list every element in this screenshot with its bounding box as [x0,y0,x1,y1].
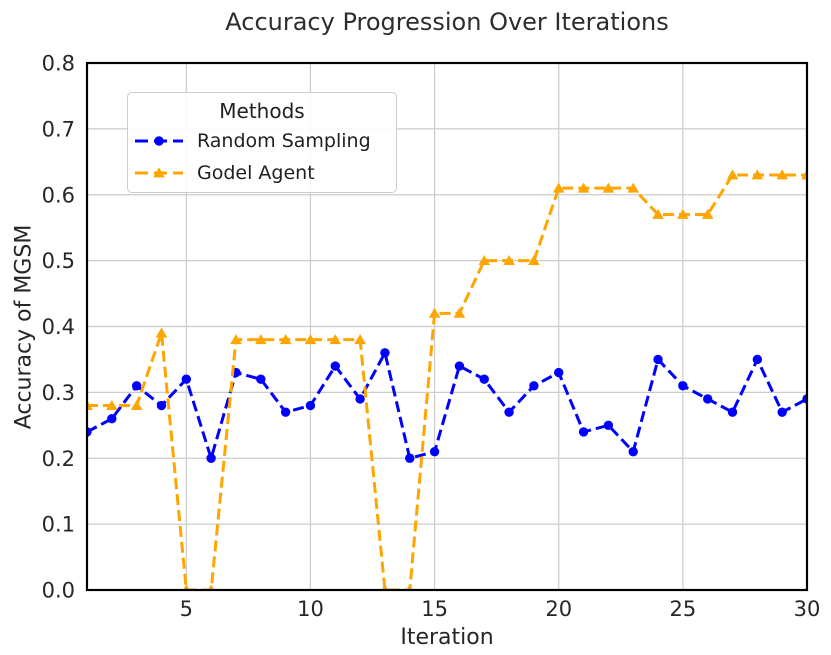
chart-title: Accuracy Progression Over Iterations [225,8,669,36]
line-circle-swatch-icon [135,136,183,146]
legend: Methods Random Sampling Godel Agent [127,92,397,193]
x-tick-label: 5 [180,597,193,621]
x-tick-label: 20 [545,597,572,621]
y-tick-label: 0.1 [42,513,75,537]
legend-item-label: Random Sampling [197,130,371,152]
line-triangle-swatch-icon [135,167,183,178]
y-tick-label: 0.0 [42,579,75,603]
legend-item-random-sampling: Random Sampling [128,125,396,157]
y-tick-label: 0.5 [42,249,75,273]
x-tick-label: 15 [421,597,448,621]
x-tick-label: 25 [669,597,696,621]
y-tick-label: 0.3 [42,381,75,405]
y-tick-label: 0.2 [42,447,75,471]
x-tick-label: 30 [794,597,821,621]
x-tick-label: 10 [297,597,324,621]
y-axis-label: Accuracy of MGSM [11,224,37,430]
tick-labels: 5 10 15 20 25 30 0.0 0.1 0.2 0.3 0.4 0.5 0.6 0.7 0.8 [42,52,821,622]
y-tick-label: 0.7 [42,117,75,141]
legend-item-label: Godel Agent [197,162,315,184]
legend-title: Methods [219,99,305,123]
y-tick-label: 0.8 [42,52,75,76]
series-random-sampling [87,348,807,463]
axes-spines [85,61,809,592]
legend-item-godel-agent: Godel Agent [128,157,396,189]
y-tick-label: 0.6 [42,183,75,207]
series-godel-agent [87,169,807,590]
y-tick-label: 0.4 [42,315,75,339]
x-axis-label: Iteration [400,625,494,650]
